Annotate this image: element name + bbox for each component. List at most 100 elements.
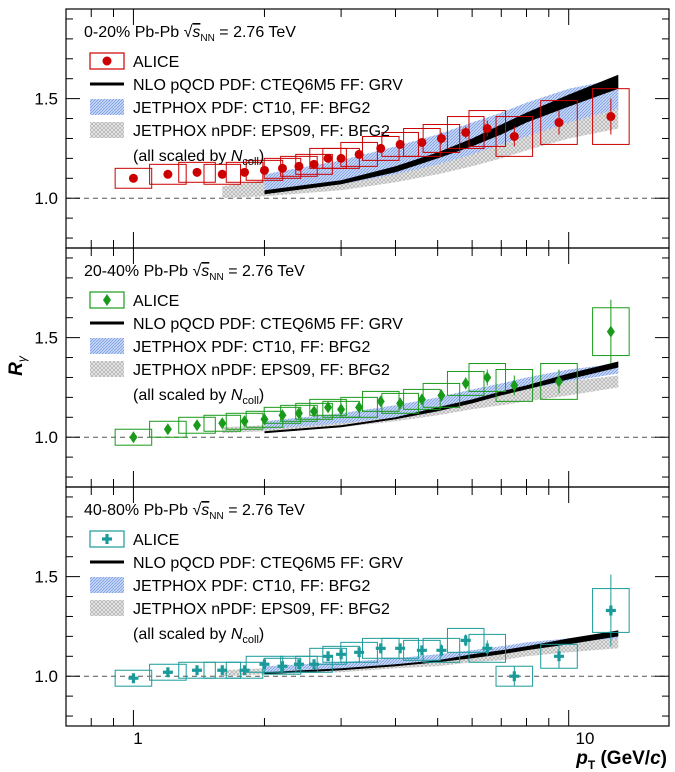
alice-point [396,397,405,410]
y-tick-label: 1.5 [34,329,58,348]
legend-eps09-swatch [90,361,124,377]
panel-2: 1.0 1.5 40-80% Pb-Pb √sNN = 2.76 TeV ALICE N… [34,486,670,727]
energy-sub: NN [209,272,223,283]
scaled-sub: coll [242,395,259,407]
alice-point [240,415,249,428]
scaled-n: N [231,148,243,165]
energy-symbol: s [201,263,209,280]
alice-point [162,667,173,678]
alice-point [417,137,427,147]
alice-sys-box [178,661,216,679]
x-tick-label-10: 10 [576,729,595,748]
legend-alice-label: ALICE [133,532,179,549]
legend-ct10-label: JETPHOX PDF: CT10, FF: BFG2 [133,578,370,595]
legend-eps09-label: JETPHOX nPDF: EPS09, FF: BFG2 [133,123,390,140]
alice-sys-box [309,647,347,665]
legend-ct10-swatch [90,577,124,593]
scaled-sub: coll [242,156,259,168]
alice-sys-box [446,627,485,653]
x-tick-label-1: 1 [133,729,142,748]
alice-point [395,139,405,149]
alice-sys-box [203,414,242,432]
alice-point [192,665,203,676]
alice-point [293,659,304,670]
alice-point [395,643,406,654]
sqrt-sign: √ [184,24,193,41]
alice-sys-box [340,396,378,418]
alice-point [510,379,519,392]
y-tick-label: 1.0 [34,189,58,208]
alice-sys-box [149,663,187,681]
legend-alice-marker [102,56,112,66]
scaled-pre: (all scaled by [133,626,231,643]
scaled-n: N [231,626,243,643]
alice-sys-box [295,402,333,420]
alice-sys-box [178,161,216,183]
y-tick-label: 1.0 [34,667,58,686]
alice-point [461,377,470,390]
alice-sys-box [381,637,419,659]
alice-point [509,131,519,141]
legend-ct10-label: JETPHOX PDF: CT10, FF: BFG2 [133,339,370,356]
energy-value: = 2.76 TeV [224,502,305,519]
legend-ct10-label: JETPHOX PDF: CT10, FF: BFG2 [133,100,370,117]
alice-point [482,124,492,133]
alice-point [376,395,385,408]
alice-point [163,169,173,179]
alice-point [294,161,304,171]
alice-point [355,401,364,414]
alice-sys-box [468,110,507,147]
centrality-text: 40-80% Pb-Pb [84,502,193,519]
panel-label: 0-20% Pb-Pb √sNN = 2.76 TeV [84,24,296,44]
alice-sys-box [280,404,318,422]
scaled-pre: (all scaled by [133,148,231,165]
legend-alice-marker [103,294,111,306]
legend-scaled-note: (all scaled by Ncoll) [133,148,264,168]
alice-point [509,671,520,682]
alice-point [606,325,615,338]
alice-sys-box [340,641,378,663]
alice-point [240,167,250,177]
alice-point [436,133,446,143]
panels-group: 1.0 1.5 0-20% Pb-Pb √sNN = 2.76 TeV ALICE NL… [34,8,670,727]
energy-sub: NN [200,33,214,44]
energy-sub: NN [209,511,223,522]
y-tick-label: 1.5 [34,90,58,109]
legend-nlo-label: NLO pQCD PDF: CTEQ6M5 FF: GRV [133,316,403,333]
legend-eps09-label: JETPHOX nPDF: EPS09, FF: BFG2 [133,362,390,379]
jetphox-ct10-band [264,363,619,430]
alice-sys-box [295,153,333,175]
alice-sys-box [592,88,630,145]
alice-point [192,167,202,177]
legend-ct10-swatch [90,99,124,115]
alice-sys-box [495,116,534,157]
legend-alice-box [89,291,125,309]
alice-point [554,118,564,128]
legend-alice-label: ALICE [133,54,179,71]
alice-sys-box [446,370,485,396]
alice-point [605,605,616,616]
sqrt-sign: √ [193,502,202,519]
scaled-post: ) [259,148,264,165]
alice-point [483,371,492,384]
alice-point [128,173,138,183]
alice-sys-box [422,637,461,663]
alice-point [437,389,446,402]
scaled-post: ) [259,387,264,404]
alice-point [277,163,287,173]
panel-label: 40-80% Pb-Pb √sNN = 2.76 TeV [84,502,305,522]
alice-sys-box [178,416,216,434]
alice-point [436,645,447,656]
alice-point [193,419,202,432]
scaled-post: ) [259,626,264,643]
alice-point [324,401,333,414]
alice-point [239,665,250,676]
alice-point [553,651,564,662]
alice-sys-box [225,661,264,679]
alice-sys-box [468,633,507,663]
alice-point [354,647,365,658]
alice-sys-box [149,420,187,438]
alice-point [460,635,471,646]
alice-point [294,407,303,420]
centrality-text: 20-40% Pb-Pb [84,263,193,280]
